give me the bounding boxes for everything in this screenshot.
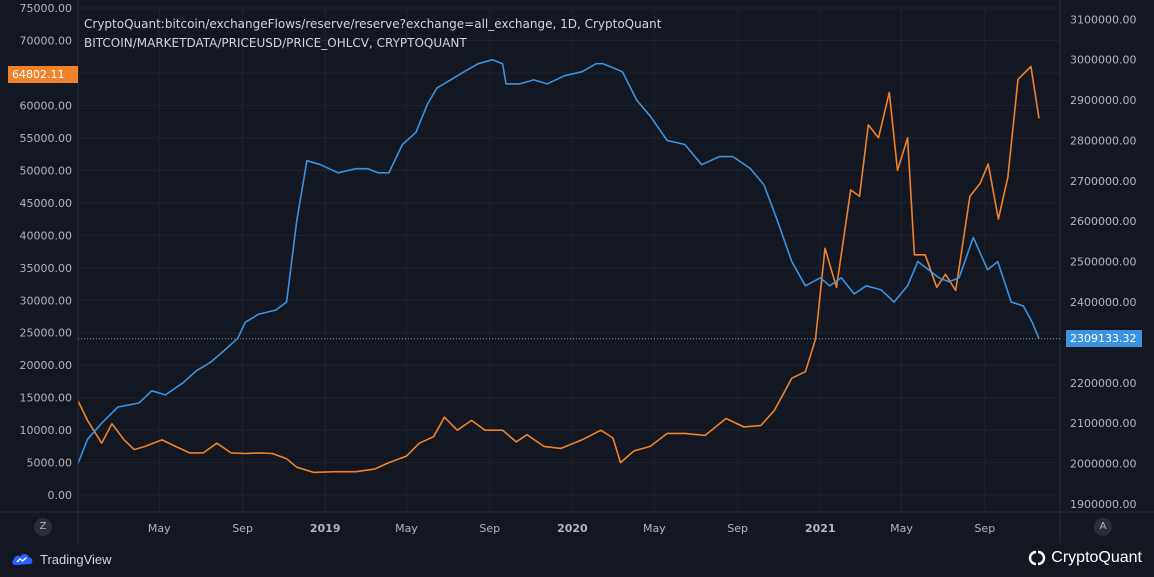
grid-layer <box>77 7 1061 513</box>
cryptoquant-label: CryptoQuant <box>1051 549 1142 566</box>
right-axis-tick-label: 2400000.00 <box>1070 296 1136 309</box>
cryptoquant-logo[interactable]: CryptoQuant <box>1027 549 1142 567</box>
left-axis-tick-label: 5000.00 <box>27 457 73 470</box>
right-axis-tick-label: 3100000.00 <box>1070 13 1136 26</box>
legend-reserve-series[interactable]: CryptoQuant:bitcoin/exchangeFlows/reserv… <box>84 17 662 31</box>
right-axis-tick-label: 2600000.00 <box>1070 215 1136 228</box>
x-axis-tick-label: May <box>890 522 913 535</box>
footer-bar: TradingView CryptoQuant <box>0 543 1154 577</box>
tradingview-label: TradingView <box>40 551 112 567</box>
cryptoquant-mark-icon <box>1029 550 1046 566</box>
right-axis-tick-label: 1900000.00 <box>1070 498 1136 511</box>
left-axis-tick-label: 45000.00 <box>20 197 73 210</box>
left-axis-tick-label: 25000.00 <box>20 327 73 340</box>
left-axis-tick-label: 10000.00 <box>20 424 73 437</box>
left-axis-tick-label: 60000.00 <box>20 99 73 112</box>
x-axis-tick-label: Sep <box>479 522 500 535</box>
left-axis-tick-label: 55000.00 <box>20 132 73 145</box>
reserve-series-line[interactable] <box>77 58 1040 464</box>
x-axis-tick-label: May <box>148 522 171 535</box>
x-axis-tick-label: Sep <box>232 522 253 535</box>
left-axis-tick-label: 70000.00 <box>20 34 73 47</box>
x-axis-tick-label: 2019 <box>310 522 341 535</box>
cloud-icon <box>12 553 33 565</box>
auto-scale-left-button[interactable]: Z <box>34 518 52 536</box>
tradingview-logo[interactable]: TradingView <box>10 551 112 567</box>
right-axis-tick-label: 2000000.00 <box>1070 458 1136 471</box>
axis-layer: 0.00 5000.00 10000.00 15000.00 20000.00 25000… <box>0 0 1154 543</box>
left-axis-tick-label: 20000.00 <box>20 359 73 372</box>
x-axis-tick-label: 2021 <box>805 522 836 535</box>
x-axis-tick-label: Sep <box>727 522 748 535</box>
right-axis-tick-label: 3000000.00 <box>1070 54 1136 67</box>
x-axis-tick-label: 2020 <box>557 522 588 535</box>
right-axis-tick-label: 2100000.00 <box>1070 417 1136 430</box>
left-axis-tick-label: 15000.00 <box>20 392 73 405</box>
right-axis-tick-label: 2500000.00 <box>1070 256 1136 269</box>
series-layer[interactable] <box>77 58 1040 474</box>
left-axis-tick-label: 0.00 <box>48 489 73 502</box>
right-axis-tick-label: 2200000.00 <box>1070 377 1136 390</box>
left-axis-tick-label: 30000.00 <box>20 294 73 307</box>
x-axis-tick-label: May <box>395 522 418 535</box>
x-axis-tick-label: May <box>643 522 666 535</box>
left-axis-tick-label: 75000.00 <box>20 2 73 15</box>
left-axis-tick-label: 40000.00 <box>20 229 73 242</box>
right-axis-tick-label: 2700000.00 <box>1070 175 1136 188</box>
price-series-line[interactable] <box>77 65 1040 474</box>
legend-price-series[interactable]: BITCOIN/MARKETDATA/PRICEUSD/PRICE_OHLCV,… <box>84 36 467 50</box>
left-axis-tick-label: 50000.00 <box>20 164 73 177</box>
x-axis-tick-label: Sep <box>974 522 995 535</box>
plot-frame <box>77 7 1061 513</box>
left-last-price-tag: 64802.11 <box>8 65 78 83</box>
right-axis-tick-label: 2800000.00 <box>1070 134 1136 147</box>
left-axis-tick-label: 35000.00 <box>20 262 73 275</box>
right-last-value-tag: 2309133.32 <box>1066 330 1142 348</box>
auto-scale-right-button[interactable]: A <box>1094 518 1112 536</box>
right-axis-tick-label: 2900000.00 <box>1070 94 1136 107</box>
